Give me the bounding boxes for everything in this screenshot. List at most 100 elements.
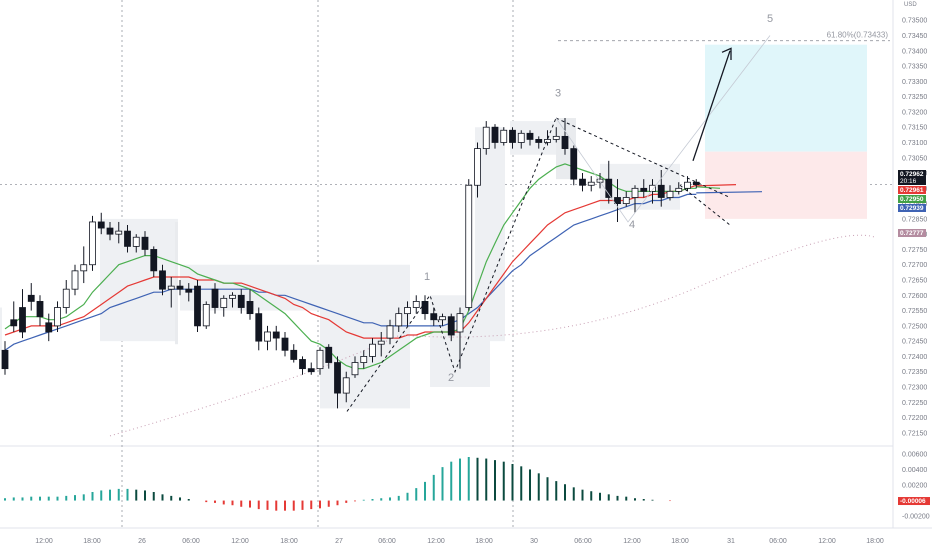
time-axis[interactable]: 12:00 18:00 26 06:00 12:00 18:00 27 06:00 12:00 1… [35,538,884,545]
price-tick: 0.73250 [902,94,927,101]
candle-down [150,249,158,272]
ema-mid-line [4,184,697,339]
time-tick: 06:00 [378,538,396,545]
candle-down [194,285,201,327]
fib-label: 61.80%(0.73433) [827,31,889,40]
channel-upper [555,117,731,198]
candle-up [342,377,350,394]
candle-down [281,337,289,351]
candle-up [264,331,271,342]
candle-down [27,294,35,302]
price-badge [898,186,926,194]
badge-text: 0.72961 [900,187,924,194]
candle-down [185,288,193,293]
price-badge [898,204,926,212]
candle-down [535,139,543,143]
time-tick: 18:00 [280,538,298,545]
candle-down [579,178,586,186]
wave-label-4: 4 [629,219,635,231]
wave-label-3: 3 [555,88,561,100]
ema-fast-line [4,163,697,370]
candle-down [299,359,306,370]
price-tick: 0.72200 [902,415,927,422]
candle-up [404,307,411,315]
candle-up [675,187,683,192]
long-term-ma-line [109,234,876,437]
moving-averages [4,163,876,437]
ema-slow-ext [696,191,763,194]
candle-down [307,368,315,373]
target-zone [705,44,867,152]
osc-tick: 0.00600 [902,451,927,458]
price-tick: 0.72500 [902,323,927,330]
time-tick: 12:00 [35,538,53,545]
badge-text: 0.72777 [900,230,924,237]
candle-down [19,307,26,333]
candle-down [255,313,263,342]
price-tick: 0.73100 [902,140,927,147]
price-tick: 0.73500 [902,18,927,25]
wave-guide [555,35,771,223]
time-tick: 06:00 [182,538,200,545]
candle-up [167,285,175,290]
candle-up [517,132,525,143]
badge-text: -0.00006 [900,498,926,505]
candle-down [141,236,149,250]
wave-label-5: 5 [767,13,773,25]
candle-up [552,135,560,140]
time-tick: 12:00 [623,538,641,545]
candle-up [631,187,639,198]
price-tick: 0.72350 [902,369,927,376]
ema-fast-ext [696,186,721,189]
price-badge [898,170,926,185]
candle-up [587,181,595,186]
candle-down [491,126,499,143]
position-zones[interactable] [705,44,867,219]
price-badge [898,195,926,203]
time-tick: 18:00 [671,538,689,545]
candle-down [45,322,53,333]
time-tick: 18:00 [866,538,884,545]
wave-annotations[interactable]: 1 2 3 4 5 61.80%(0.73433) [346,13,890,412]
price-tick: 0.72150 [902,430,927,437]
candle-up [684,181,691,189]
pattern-shadows [0,118,680,409]
time-tick: 12:00 [427,538,445,545]
candle-up [369,343,376,357]
price-tick: 0.72650 [902,278,927,285]
projection-arrow [692,50,731,162]
candle-down [570,148,578,180]
candle-up [439,316,446,321]
price-tick: 0.73200 [902,109,927,116]
time-tick: 12:00 [818,538,836,545]
candle-up [474,148,481,186]
price-tick: 0.73050 [902,155,927,162]
price-tick: 0.72250 [902,400,927,407]
price-tick: 0.72550 [902,308,927,315]
candle-down [657,184,665,198]
price-tick: 0.73150 [902,125,927,132]
candle-down [1,349,9,370]
candle-up [360,356,368,363]
price-tick: 0.73350 [902,64,927,71]
candle-up [544,139,551,143]
time-tick: 12:00 [231,538,249,545]
ema-mid-ext [696,184,737,187]
time-tick: 06:00 [769,538,787,545]
candle-up [482,126,490,149]
candle-up [115,230,123,235]
price-axis[interactable]: USD 0.73500 0.73450 0.73400 0.73350 0.73300 0.… [902,2,927,437]
osc-tick: 0.00400 [902,467,927,474]
time-tick: 26 [138,538,146,545]
candle-up [316,349,324,370]
candle-down [106,227,114,235]
price-tick: 0.73450 [902,33,927,40]
candle-up [229,294,236,299]
price-badge [898,229,926,237]
candle-down [246,301,254,315]
candle-up [54,307,61,327]
candle-up [351,362,359,376]
